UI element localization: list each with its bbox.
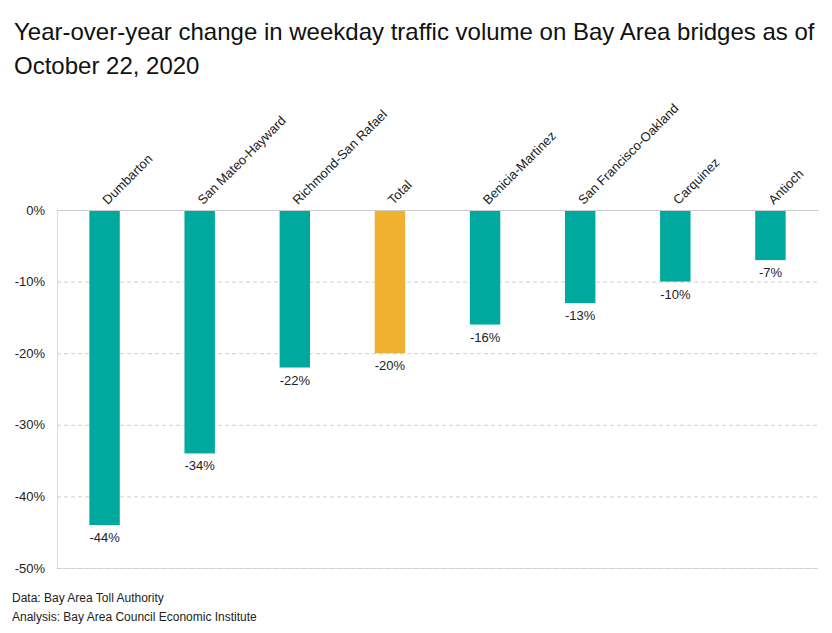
bars [89, 210, 785, 525]
x-tick-label: Total [385, 177, 415, 207]
bar [89, 210, 119, 525]
data-label: -44% [89, 530, 120, 545]
y-tick-label: -50% [15, 561, 46, 576]
data-label: -20% [375, 358, 406, 373]
grid-line [57, 425, 818, 426]
x-tick-label: San Francisco-Oakland [575, 101, 682, 208]
grid-line [57, 282, 818, 283]
chart: Year-over-year change in weekday traffic… [0, 0, 832, 633]
y-tick: -50% [15, 561, 818, 576]
x-tick-label: Carquinez [670, 155, 723, 208]
bar [755, 210, 785, 260]
x-tick-label: Richmond-San Rafael [290, 107, 391, 208]
x-tick: San Francisco-Oakland [575, 101, 682, 210]
x-tick-label: Antioch [765, 166, 806, 207]
y-tick: -20% [15, 346, 818, 361]
y-tick: -10% [15, 274, 818, 289]
data-label: -10% [660, 287, 691, 302]
data-label: -22% [280, 373, 311, 388]
y-tick-label: -10% [15, 274, 46, 289]
data-label: -13% [565, 308, 596, 323]
bar [470, 210, 500, 325]
y-axis-line [58, 211, 819, 569]
y-tick-label: -30% [15, 417, 46, 432]
x-tick-label: Benicia-Martinez [480, 128, 559, 207]
x-tick: Total [385, 177, 415, 210]
bar [565, 210, 595, 303]
y-tick-label: 0% [26, 203, 45, 218]
bar [375, 210, 405, 353]
x-axis: Dumbarton San Mateo-HaywardRichmond-San R… [58, 101, 819, 211]
x-tick-label: Dumbarton [99, 151, 155, 207]
grid-line [57, 496, 818, 497]
data-label: -7% [759, 265, 783, 280]
y-tick-label: -40% [15, 489, 46, 504]
x-tick-label: San Mateo-Hayward [194, 113, 288, 207]
data-labels: -44% -34% -22% -20% -16% -13% -10% -7% [89, 265, 782, 545]
x-tick: San Mateo-Hayward [194, 113, 288, 210]
x-tick: Dumbarton [99, 151, 155, 210]
grid-line [57, 210, 818, 211]
bar [280, 210, 310, 368]
bar [184, 210, 214, 453]
grid-line [57, 353, 818, 354]
data-label: -16% [470, 330, 501, 345]
y-tick: 0% [26, 203, 818, 218]
title: Year-over-year change in weekday traffic… [14, 18, 815, 79]
note: Data: Bay Area Toll Authority [12, 591, 164, 605]
data-label: -34% [185, 458, 216, 473]
notes: Data: Bay Area Toll Authority Analysis: B… [12, 591, 257, 624]
x-tick: Benicia-Martinez [480, 128, 559, 210]
y-tick-label: -20% [15, 346, 46, 361]
x-axis-line [58, 210, 819, 211]
x-tick: Antioch [765, 166, 806, 210]
bar [660, 210, 690, 282]
grid-line [57, 568, 818, 569]
y-tick: -40% [15, 489, 818, 504]
y-tick: -30% [15, 417, 818, 432]
x-tick: Richmond-San Rafael [290, 107, 391, 210]
y-axis: 0% -10% -20% -30% -40% -50% [15, 203, 818, 576]
note: Analysis: Bay Area Council Economic Inst… [12, 610, 257, 624]
x-tick: Carquinez [670, 155, 723, 210]
